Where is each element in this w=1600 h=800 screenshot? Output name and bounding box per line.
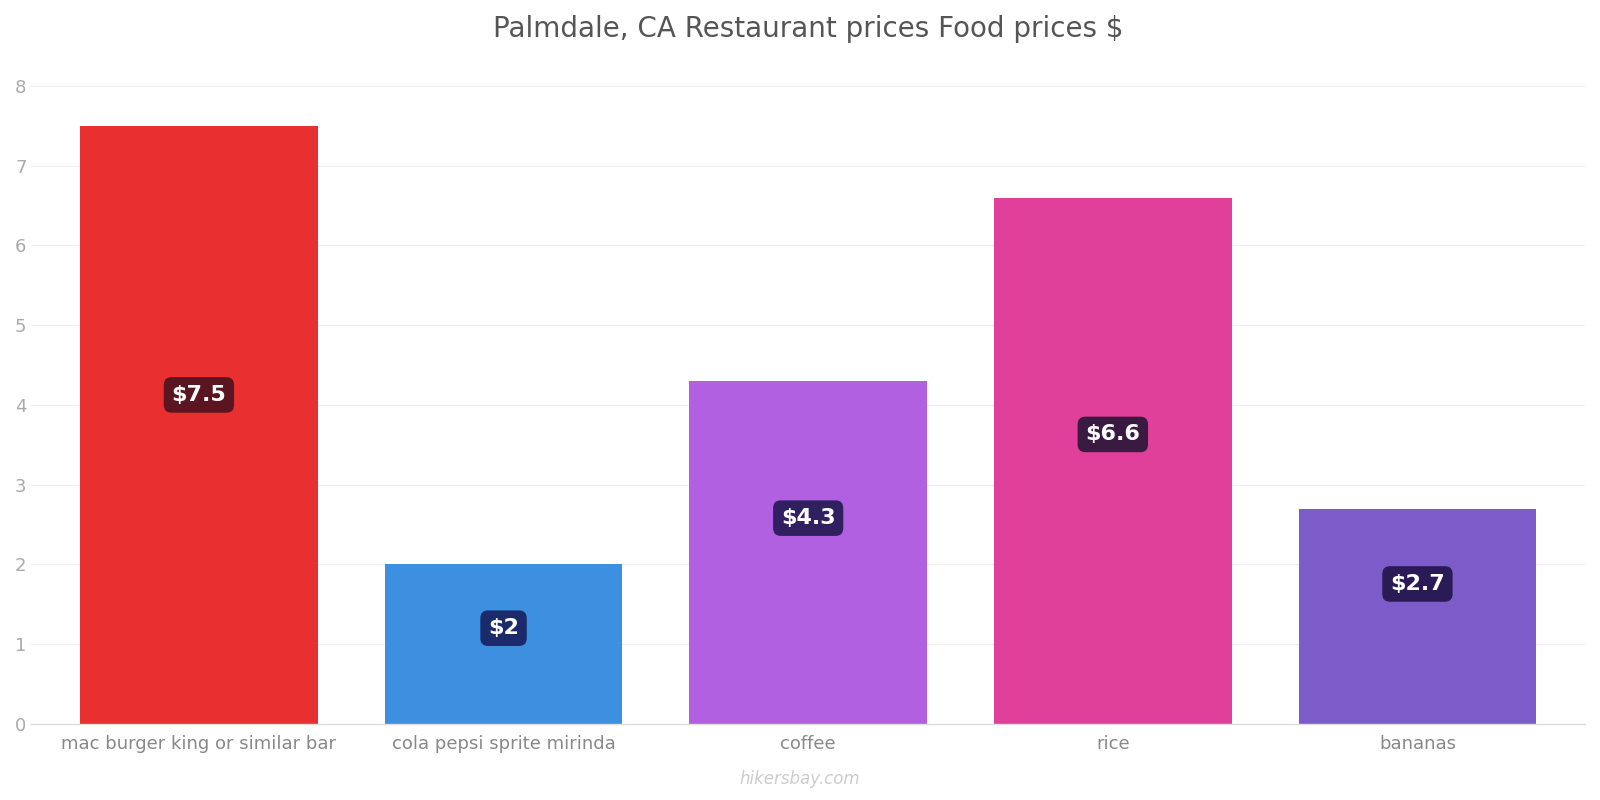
Text: $2.7: $2.7 [1390,574,1445,594]
Title: Palmdale, CA Restaurant prices Food prices $: Palmdale, CA Restaurant prices Food pric… [493,15,1123,43]
Text: $7.5: $7.5 [171,385,226,405]
Text: $2: $2 [488,618,518,638]
Text: $4.3: $4.3 [781,508,835,528]
Bar [1299,509,1536,724]
Bar [994,198,1232,724]
Bar [690,381,926,724]
Text: hikersbay.com: hikersbay.com [739,770,861,788]
Bar [80,126,318,724]
Text: $6.6: $6.6 [1085,425,1141,445]
Bar [384,564,622,724]
